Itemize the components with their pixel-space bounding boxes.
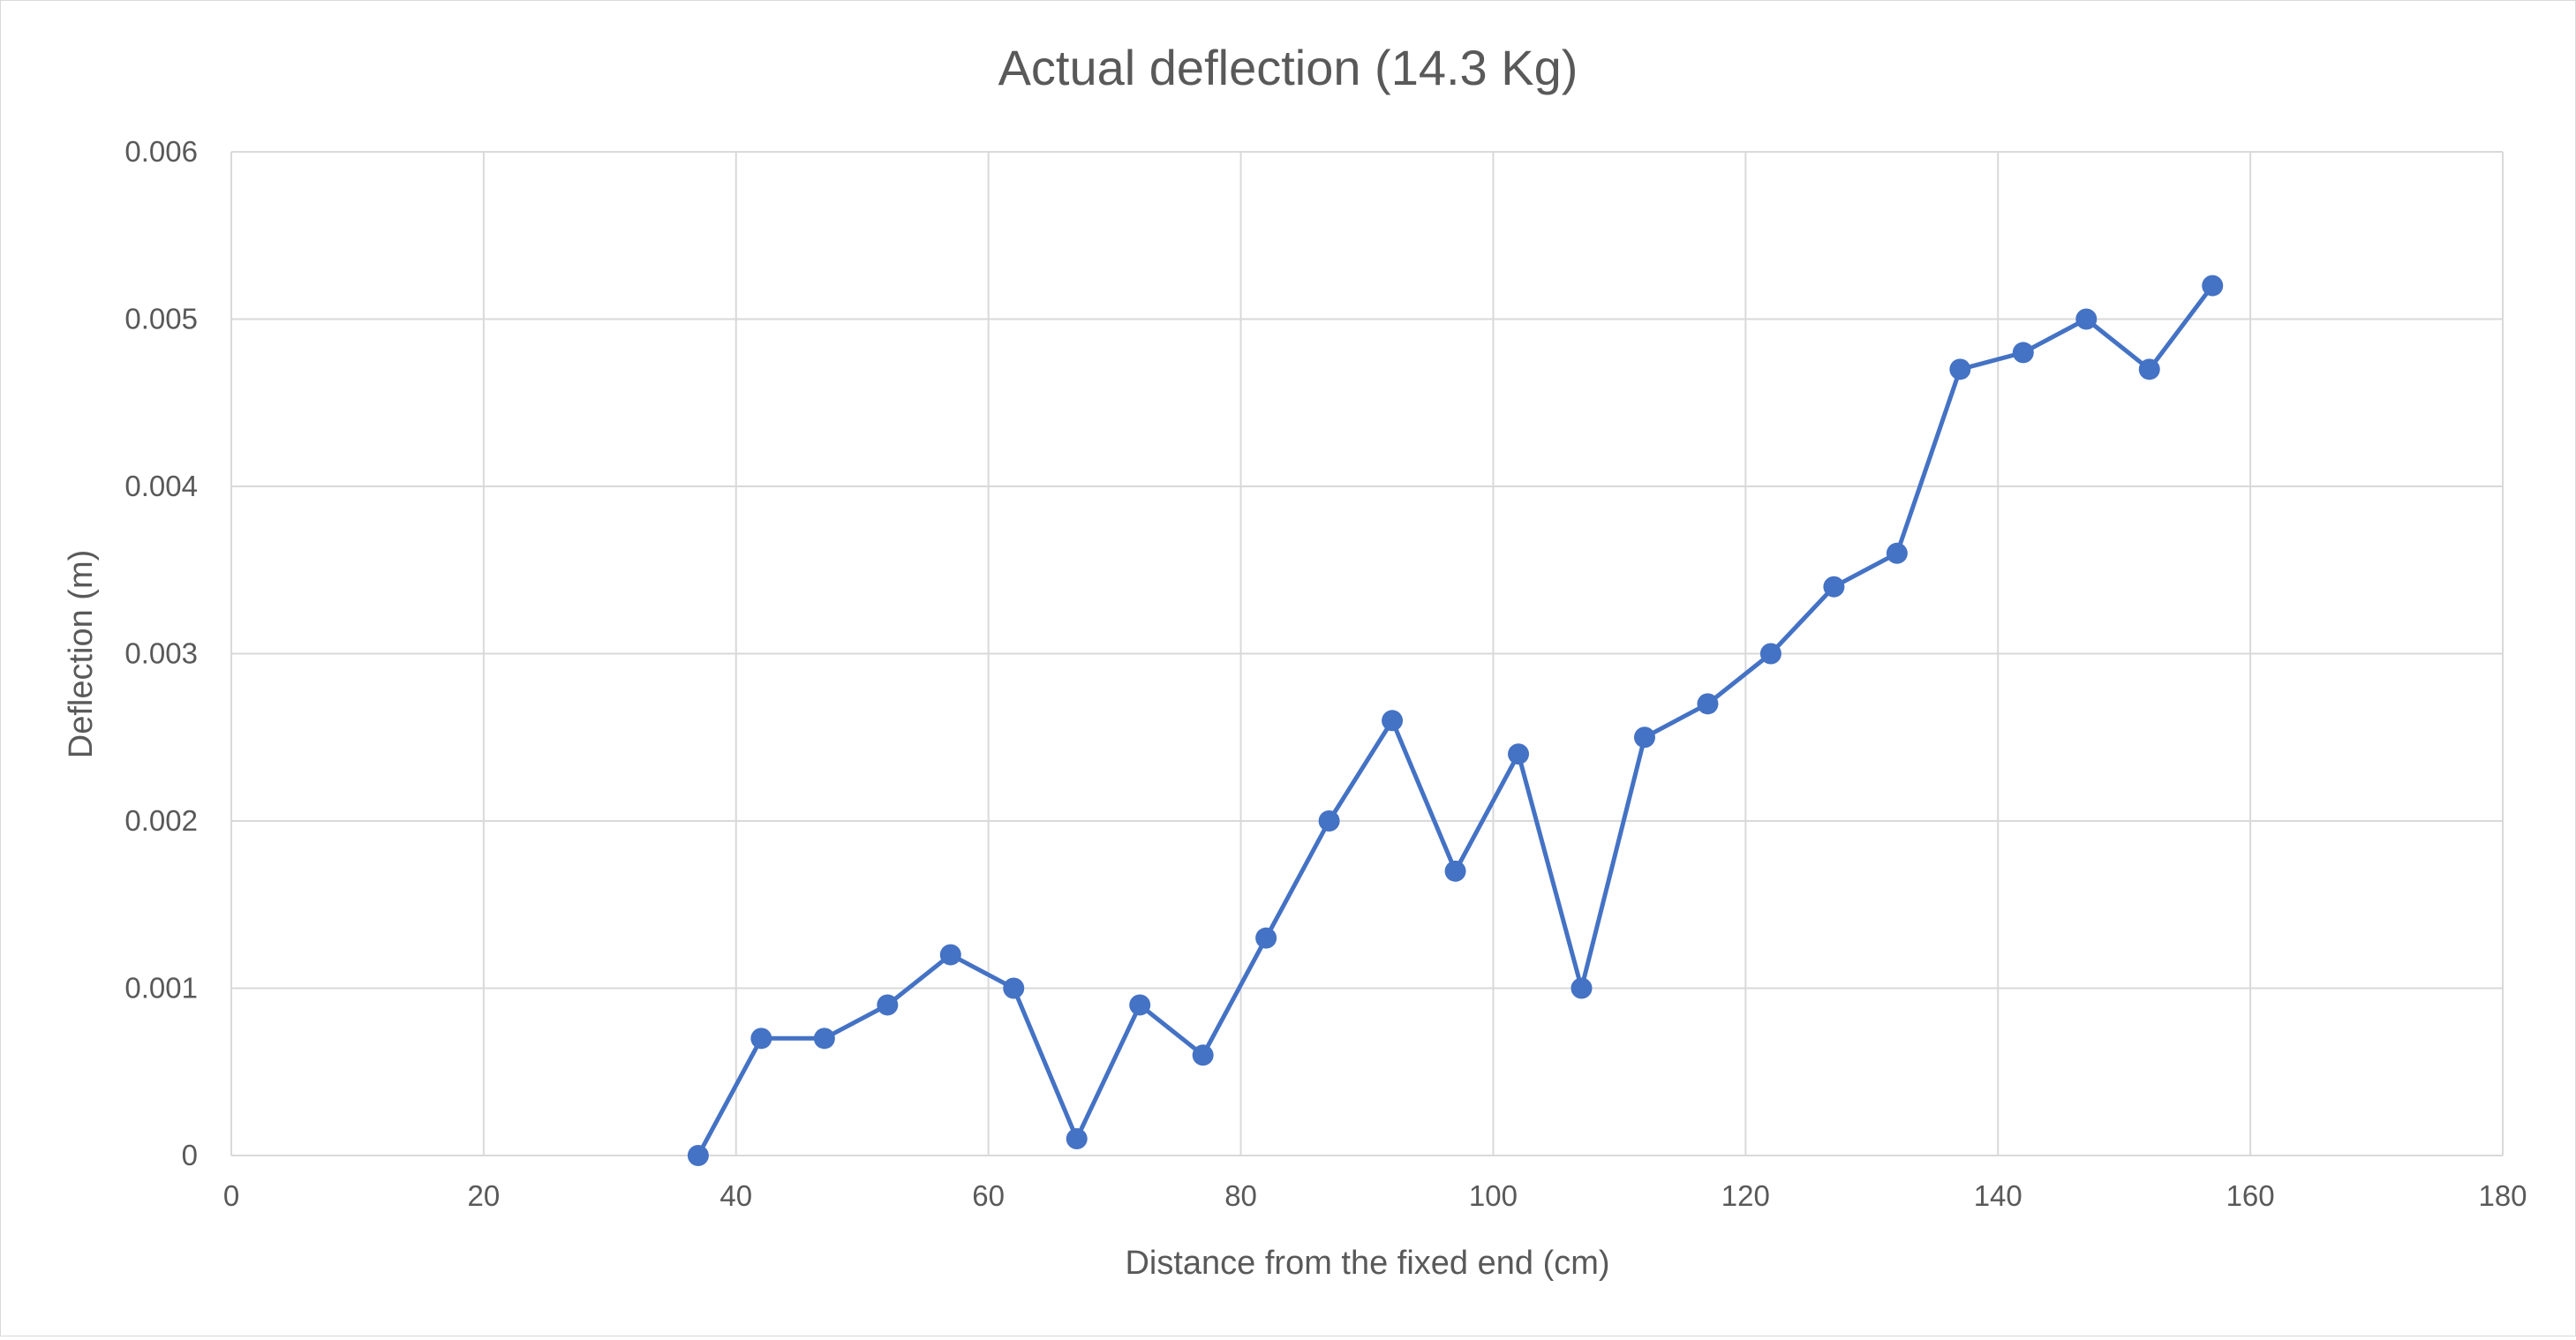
series-line xyxy=(696,284,2215,1157)
data-point-7 xyxy=(1129,994,1151,1016)
data-point-16 xyxy=(1697,693,1719,715)
x-tick-label-2: 40 xyxy=(719,1179,752,1212)
y-tick-label-6: 0.006 xyxy=(124,135,198,168)
y-tick-label-4: 0.004 xyxy=(124,470,198,502)
data-point-24 xyxy=(2202,275,2224,297)
data-point-12 xyxy=(1444,860,1466,882)
data-point-13 xyxy=(1508,743,1530,765)
y-tick-label-1: 0.001 xyxy=(124,972,198,1005)
data-point-8 xyxy=(1192,1044,1214,1066)
x-tick-label-1: 20 xyxy=(468,1179,501,1212)
x-tick-label-0: 0 xyxy=(223,1179,239,1212)
x-tick-label-9: 180 xyxy=(2478,1179,2527,1212)
x-tick-label-4: 80 xyxy=(1224,1179,1257,1212)
data-point-1 xyxy=(750,1028,772,1050)
y-tick-label-0: 0 xyxy=(182,1139,198,1171)
data-point-15 xyxy=(1633,726,1655,749)
data-point-6 xyxy=(1066,1128,1088,1150)
data-point-10 xyxy=(1318,810,1340,832)
x-axis-tick-labels: 0 20 40 60 80 100 120 140 160 180 xyxy=(223,1179,2527,1212)
data-point-23 xyxy=(2138,358,2160,380)
data-point-3 xyxy=(877,994,899,1016)
data-point-14 xyxy=(1570,977,1593,999)
data-point-20 xyxy=(1949,358,1971,380)
data-point-19 xyxy=(1886,542,1908,564)
chart-title: Actual deflection (14.3 Kg) xyxy=(998,40,1578,95)
x-tick-label-6: 120 xyxy=(1721,1179,1770,1212)
data-point-22 xyxy=(2075,308,2098,330)
x-tick-label-7: 140 xyxy=(1974,1179,2022,1212)
series-points xyxy=(687,275,2224,1166)
gridlines xyxy=(230,151,2504,1156)
y-axis-label: Deflection (m) xyxy=(63,550,100,759)
y-tick-label-3: 0.003 xyxy=(124,637,198,670)
x-tick-label-5: 100 xyxy=(1469,1179,1518,1212)
x-tick-label-3: 60 xyxy=(972,1179,1005,1212)
y-tick-label-2: 0.002 xyxy=(124,804,198,837)
data-point-4 xyxy=(939,944,961,966)
data-point-21 xyxy=(2012,342,2034,364)
y-tick-label-5: 0.005 xyxy=(124,303,198,335)
y-axis-tick-labels: 0 0.001 0.002 0.003 0.004 0.005 0.006 xyxy=(124,135,198,1171)
x-axis-label: Distance from the fixed end (cm) xyxy=(1125,1245,1609,1282)
data-point-2 xyxy=(813,1028,835,1050)
data-point-5 xyxy=(1003,977,1025,999)
data-point-18 xyxy=(1823,576,1845,598)
x-tick-label-8: 160 xyxy=(2226,1179,2275,1212)
data-point-11 xyxy=(1382,710,1404,732)
data-point-0 xyxy=(687,1145,709,1166)
data-point-9 xyxy=(1255,927,1277,949)
data-point-17 xyxy=(1759,643,1781,665)
